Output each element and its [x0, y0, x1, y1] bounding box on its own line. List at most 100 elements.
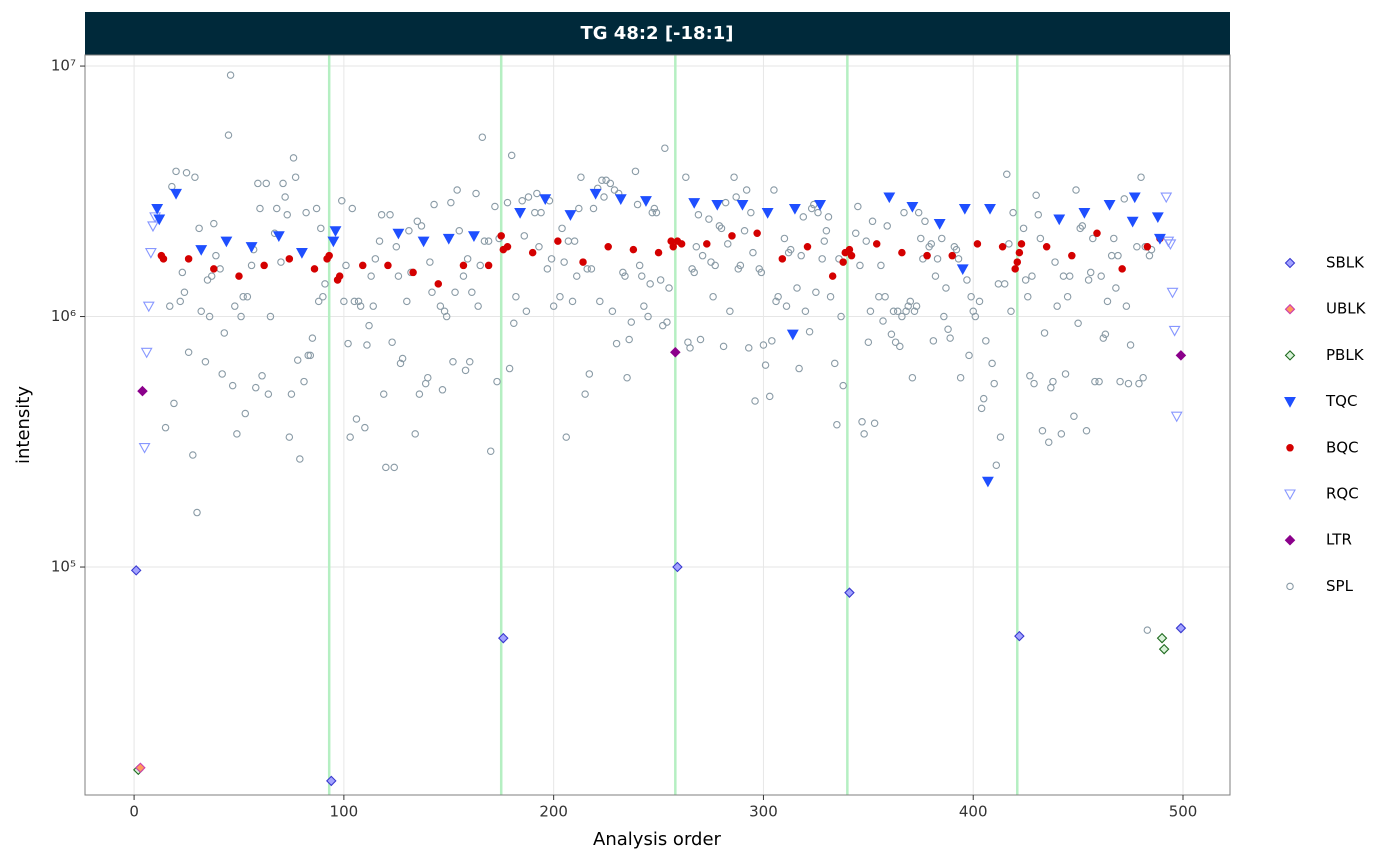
point [348, 204, 357, 213]
point [558, 224, 566, 233]
point [377, 210, 386, 219]
point [484, 237, 493, 245]
point [293, 356, 302, 364]
point [929, 337, 938, 345]
legend-key [1284, 534, 1296, 546]
point [581, 390, 589, 398]
point [436, 302, 445, 310]
point [1097, 272, 1105, 280]
point [498, 632, 509, 644]
chart-title: TG 48:2 [-18:1] [580, 23, 733, 44]
point [740, 227, 749, 235]
point [166, 302, 174, 310]
point [1034, 210, 1043, 219]
point [388, 338, 396, 346]
point [1007, 307, 1015, 315]
point [638, 272, 646, 280]
point [218, 370, 226, 378]
point [933, 219, 946, 230]
point [1118, 265, 1126, 273]
point [862, 237, 870, 245]
point [973, 240, 982, 248]
point [998, 242, 1007, 251]
point [568, 297, 577, 306]
point [854, 202, 862, 211]
point [770, 186, 778, 194]
point [904, 302, 912, 310]
point [858, 418, 866, 426]
point [472, 189, 480, 198]
point [507, 151, 516, 160]
point [711, 261, 719, 270]
legend-key [1284, 397, 1296, 408]
point [272, 231, 285, 242]
point [382, 463, 390, 472]
point [142, 301, 155, 313]
point [321, 280, 329, 288]
point [883, 222, 891, 230]
point [403, 297, 411, 306]
point [1151, 212, 1164, 223]
point [768, 337, 776, 345]
point [604, 242, 612, 251]
point [325, 251, 333, 260]
point [291, 173, 300, 181]
point [1000, 280, 1009, 288]
point [281, 193, 289, 201]
point [453, 186, 461, 194]
point [1114, 251, 1122, 260]
legend-label: SBLK [1326, 254, 1365, 272]
point [319, 292, 327, 301]
point [312, 204, 321, 213]
point [1005, 240, 1013, 248]
point [782, 302, 791, 310]
legend-label: BQC [1326, 438, 1359, 456]
point [447, 198, 455, 207]
point [1145, 251, 1154, 260]
point [1084, 276, 1093, 284]
point [266, 312, 275, 321]
point [1164, 239, 1177, 251]
point [870, 419, 879, 427]
point [451, 288, 459, 297]
legend-label: PBLK [1326, 346, 1365, 364]
point [958, 203, 971, 215]
point [910, 307, 919, 315]
point [1032, 191, 1040, 199]
point [193, 508, 201, 517]
point [465, 357, 474, 366]
point [233, 430, 241, 438]
point [1051, 258, 1059, 266]
point [619, 268, 627, 277]
point [866, 307, 875, 315]
point [426, 258, 434, 266]
point [170, 188, 182, 200]
point [1015, 248, 1024, 257]
point [1116, 377, 1124, 386]
point [1082, 427, 1091, 435]
point [252, 383, 260, 392]
point [189, 451, 197, 459]
point [906, 201, 919, 213]
point [417, 222, 426, 230]
point [191, 173, 199, 181]
point [797, 251, 805, 260]
point [705, 215, 713, 223]
point [560, 258, 568, 266]
point [1126, 341, 1135, 349]
point [692, 242, 701, 251]
point [137, 385, 148, 397]
point [765, 392, 774, 401]
point [803, 242, 812, 251]
point [562, 433, 570, 441]
point [833, 420, 841, 429]
point [1063, 292, 1072, 301]
legend: SBLK UBLK PBLK TQC BQC RQC LTR SPL [1284, 254, 1367, 595]
point [262, 179, 271, 188]
point [759, 341, 768, 349]
point [363, 341, 371, 349]
point [1124, 379, 1133, 388]
point [1091, 377, 1099, 386]
point [182, 169, 191, 177]
point [1053, 302, 1061, 310]
